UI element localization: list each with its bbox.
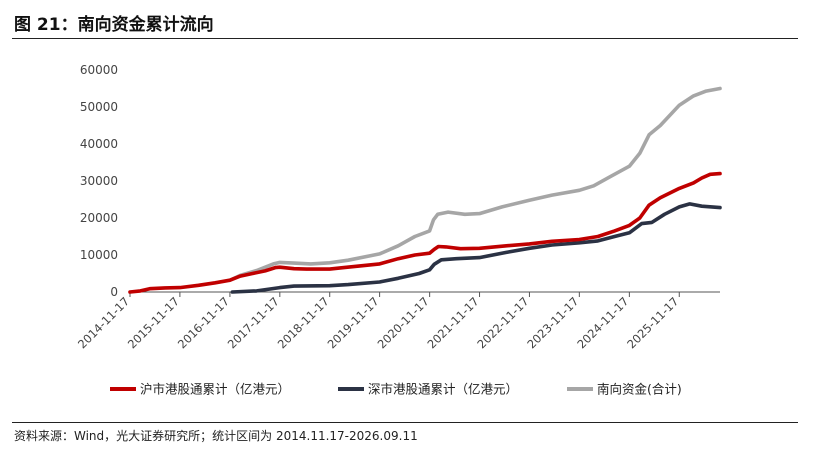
bottom-rule (12, 422, 798, 423)
x-tick-label: 2017-11-17 (225, 294, 282, 351)
series-line-2 (230, 202, 722, 294)
legend-label-3: 南向资金(合计) (597, 382, 682, 397)
legend: 沪市港股通累计（亿港元） 深市港股通累计（亿港元） 南向资金(合计) (110, 382, 682, 397)
figure-title: 图 21：南向资金累计流向 (14, 15, 214, 35)
x-tick-label: 2014-11-17 (75, 294, 132, 351)
x-axis: 2014-11-172015-11-172016-11-172017-11-17… (75, 291, 720, 351)
y-tick-label: 50000 (80, 100, 118, 114)
y-tick-label: 10000 (80, 248, 118, 262)
x-tick-label: 2019-11-17 (325, 294, 382, 351)
x-tick-label: 2025-11-17 (624, 294, 681, 351)
top-rule (12, 38, 798, 39)
x-tick-label: 2024-11-17 (574, 294, 631, 351)
x-tick-label: 2015-11-17 (125, 294, 182, 351)
x-tick-label: 2022-11-17 (474, 294, 531, 351)
y-tick-label: 20000 (80, 211, 118, 225)
y-tick-label: 40000 (80, 137, 118, 151)
x-tick-label: 2021-11-17 (424, 294, 481, 351)
chart-svg: 0 10000 20000 30000 40000 50000 60000 2014-11-… (75, 63, 722, 397)
y-axis: 0 10000 20000 30000 40000 50000 60000 (80, 63, 118, 299)
y-tick-label: 30000 (80, 174, 118, 188)
legend-label-1: 沪市港股通累计（亿港元） (140, 382, 290, 397)
legend-label-2: 深市港股通累计（亿港元） (368, 382, 518, 397)
x-tick-label: 2018-11-17 (275, 294, 332, 351)
x-tick-label: 2023-11-17 (524, 294, 581, 351)
series-layer (128, 86, 722, 294)
series-line-3 (228, 86, 722, 282)
y-tick-label: 60000 (80, 63, 118, 77)
source-note: 资料来源：Wind，光大证券研究所；统计区间为 2014.11.17-2026.… (14, 429, 418, 443)
y-tick-label: 0 (110, 285, 118, 299)
x-tick-label: 2016-11-17 (175, 294, 232, 351)
x-tick-label: 2020-11-17 (375, 294, 432, 351)
series-line-1 (128, 171, 722, 294)
